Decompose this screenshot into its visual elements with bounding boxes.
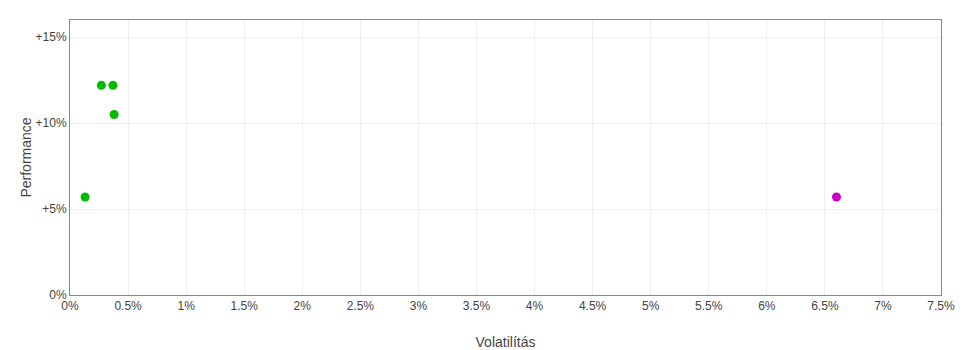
svg-text:7%: 7%: [874, 299, 892, 313]
svg-text:5.5%: 5.5%: [695, 299, 723, 313]
svg-text:3.5%: 3.5%: [463, 299, 491, 313]
svg-text:Performance: Performance: [18, 117, 34, 197]
svg-text:+10%: +10%: [36, 116, 67, 130]
svg-text:4%: 4%: [526, 299, 544, 313]
svg-text:Volatilítás: Volatilítás: [476, 334, 536, 350]
svg-text:2%: 2%: [294, 299, 312, 313]
svg-text:0.5%: 0.5%: [114, 299, 142, 313]
svg-text:0%: 0%: [61, 299, 79, 313]
svg-text:4.5%: 4.5%: [579, 299, 607, 313]
svg-text:6.5%: 6.5%: [811, 299, 839, 313]
svg-text:5%: 5%: [642, 299, 660, 313]
svg-text:3%: 3%: [410, 299, 428, 313]
svg-text:2.5%: 2.5%: [347, 299, 375, 313]
svg-text:1%: 1%: [177, 299, 195, 313]
svg-text:0%: 0%: [49, 288, 67, 302]
svg-text:+15%: +15%: [36, 30, 67, 44]
svg-text:1.5%: 1.5%: [231, 299, 259, 313]
svg-text:7.5%: 7.5%: [927, 299, 955, 313]
svg-text:6%: 6%: [758, 299, 776, 313]
svg-text:+5%: +5%: [42, 202, 67, 216]
